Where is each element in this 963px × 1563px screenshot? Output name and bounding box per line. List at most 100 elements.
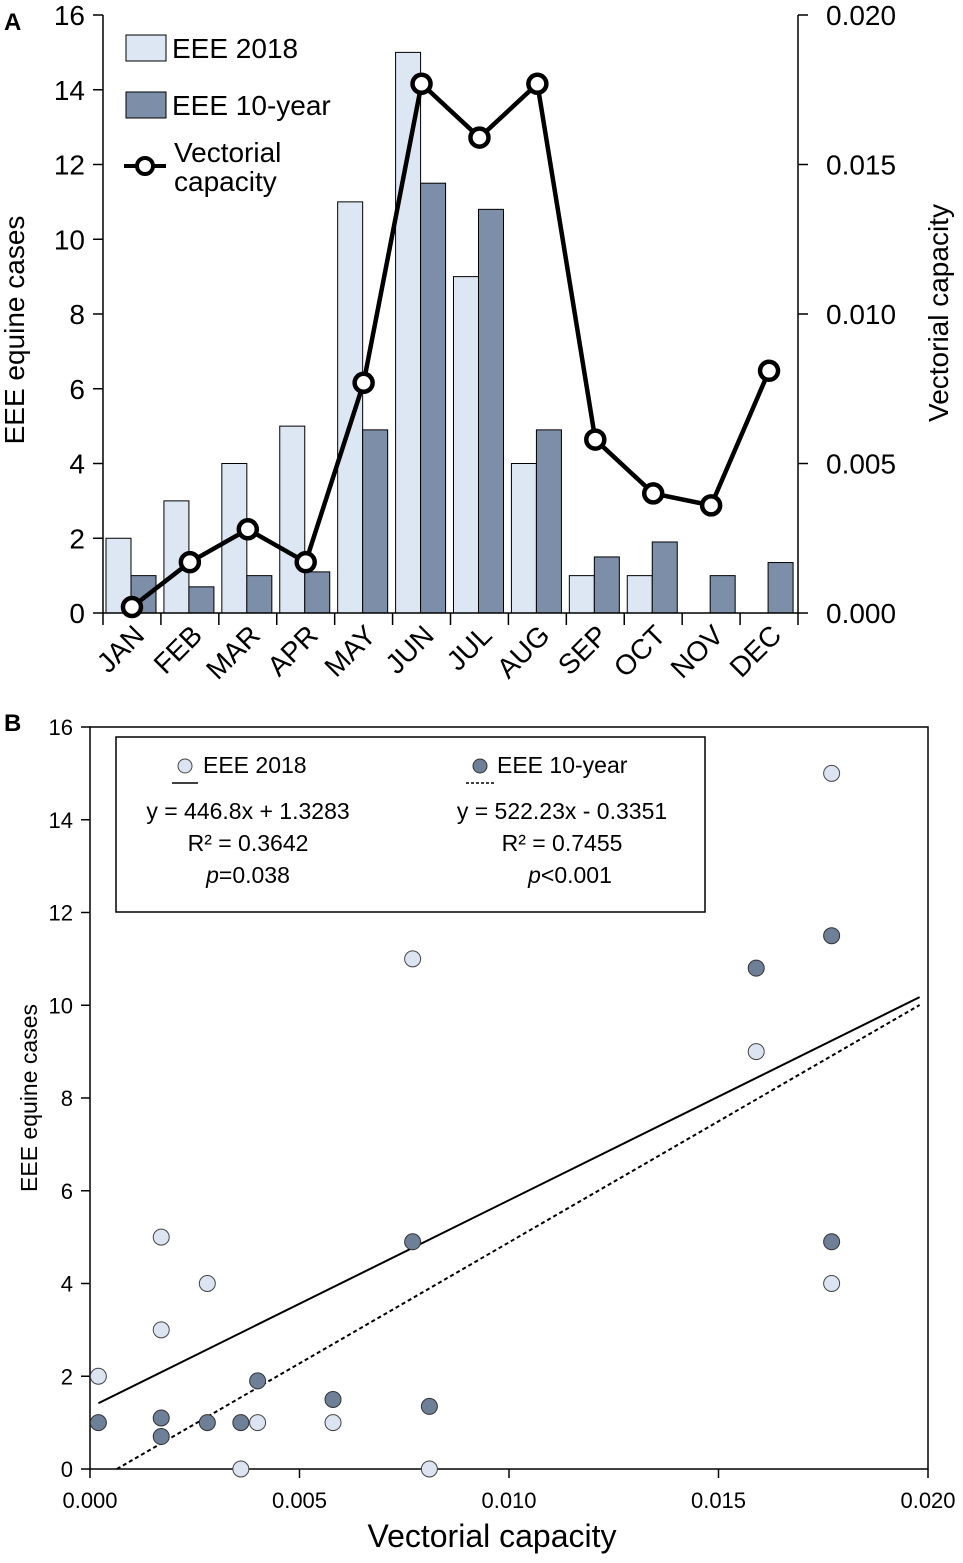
left-y-tick-label: 12: [54, 150, 85, 181]
right-y-tick-label: 0.010: [826, 299, 896, 330]
vectorial-capacity-point-dec: [757, 359, 781, 383]
bar-eee-10-year-jul: [478, 208, 504, 614]
bar-eee-10-year-nov: [709, 575, 736, 614]
point-eee-2018: [420, 1460, 438, 1478]
vectorial-capacity-line: [120, 72, 781, 619]
bar-eee-10-year-jun: [420, 182, 447, 614]
vectorial-capacity-point-jan: [120, 595, 144, 619]
bar-eee-10-year-feb: [188, 586, 215, 614]
x-tick-label-feb: FEB: [148, 619, 208, 679]
left-y-tick-label: 2: [69, 523, 85, 554]
panel-b-label: B: [4, 710, 21, 737]
vectorial-capacity-point-feb: [178, 550, 202, 574]
vectorial-capacity-point-nov: [699, 494, 723, 517]
left-y-tick-label: 10: [54, 224, 85, 255]
point-eee-10-year: [823, 1233, 841, 1251]
legend-swatch-eee-10-year: [125, 91, 167, 119]
x-axis-label: Vectorial capacity: [367, 1518, 616, 1554]
x-tick-label-dec: DEC: [724, 619, 788, 683]
x-tick-label-aug: AUG: [491, 619, 556, 684]
point-eee-2018: [823, 1275, 841, 1292]
point-eee-10-year: [747, 959, 765, 977]
y-tick-label: 12: [49, 901, 73, 926]
x-tick-label-sep: SEP: [552, 619, 614, 681]
bar-eee-2018-jul: [453, 276, 479, 614]
bar-eee-10-year-apr: [304, 571, 331, 614]
bar-eee-10-year-sep: [593, 556, 620, 614]
p-value-eee-10-year: p<0.001: [527, 862, 612, 888]
bar-eee-2018-may: [337, 201, 364, 614]
regression-line-eee-10-year: [116, 1004, 921, 1470]
equation-eee-2018: y = 446.8x + 1.3283: [146, 798, 349, 824]
point-eee-2018: [823, 764, 841, 782]
point-eee-2018: [324, 1414, 342, 1432]
legend-name-eee-2018: EEE 2018: [203, 752, 307, 778]
point-eee-10-year: [420, 1397, 438, 1415]
y-tick-label: 16: [49, 715, 73, 740]
y-tick-label: 6: [61, 1179, 73, 1204]
legend-label-eee-2018: EEE 2018: [172, 33, 298, 64]
bar-eee-10-year-aug: [535, 429, 562, 614]
x-tick-label: 0.005: [272, 1488, 327, 1513]
regression-legend: EEE 2018 y = 446.8x + 1.3283 R² = 0.3642…: [115, 736, 706, 913]
point-eee-2018: [232, 1460, 250, 1478]
x-tick-label-jul: JUL: [441, 619, 498, 676]
bar-eee-2018-jan: [105, 537, 132, 614]
x-tick-label-oct: OCT: [608, 619, 672, 683]
r2-eee-2018: R² = 0.3642: [188, 830, 309, 856]
legend-label-eee-10-year: EEE 10-year: [172, 90, 331, 121]
r2-eee-10-year: R² = 0.7455: [502, 830, 623, 856]
right-y-tick-label: 0.005: [826, 449, 896, 480]
left-y-tick-label: 16: [54, 0, 85, 31]
y-axis-label: EEE equine cases: [0, 216, 30, 445]
x-tick-label-jan: JAN: [91, 619, 150, 678]
legend-label-vectorial-capacity: Vectorial capacity: [174, 137, 281, 197]
x-tick-label: 0.000: [62, 1488, 117, 1513]
bar-eee-10-year-may: [362, 429, 389, 614]
y-tick-label: 10: [49, 993, 73, 1018]
x-tick-label-apr: APR: [261, 619, 324, 682]
y-axis-label: EEE equine cases: [16, 1004, 42, 1192]
right-y-tick-label: 0.000: [826, 598, 896, 629]
point-eee-10-year: [152, 1409, 170, 1427]
left-y-tick-label: 4: [69, 449, 85, 480]
bar-eee-2018-aug: [510, 463, 537, 614]
legend-name-eee-10-year: EEE 10-year: [497, 752, 628, 778]
left-y-tick-label: 0: [69, 598, 85, 629]
point-eee-2018: [404, 950, 422, 968]
vectorial-capacity-point-aug: [526, 72, 549, 96]
y-tick-label: 2: [61, 1364, 73, 1389]
bar-eee-2018-oct: [626, 575, 653, 614]
bar-eee-10-year-mar: [246, 575, 273, 614]
bar-eee-2018-jun: [395, 51, 422, 614]
right-y-tick-label: 0.015: [826, 150, 896, 181]
scatter-points: [89, 764, 841, 1478]
legend-marker-vectorial-capacity: [135, 156, 155, 176]
point-eee-2018: [198, 1275, 216, 1292]
x-tick-label: 0.015: [691, 1488, 746, 1513]
panel-a-label: A: [4, 9, 21, 36]
panel-a: A 0 2 4 6 8 10 12 14 16 0.000 0.005 0.010 0.015 0.020…: [0, 0, 954, 685]
left-y-tick-label: 8: [69, 299, 85, 330]
left-y-tick-label: 6: [69, 374, 85, 405]
point-eee-10-year: [823, 927, 841, 945]
y-tick-label: 0: [61, 1457, 73, 1482]
legend-marker-eee-2018: [177, 758, 193, 774]
regression-lines: [97, 996, 921, 1470]
vectorial-capacity-point-jun: [410, 72, 433, 96]
vectorial-capacity-point-apr: [294, 550, 317, 574]
legend-swatch-eee-2018: [125, 34, 167, 62]
right-y-tick-label: 0.020: [826, 0, 896, 31]
vectorial-capacity-point-oct: [641, 482, 665, 505]
vectorial-capacity-point-jul: [468, 126, 491, 149]
point-eee-10-year: [249, 1372, 267, 1390]
point-eee-2018: [249, 1414, 267, 1432]
x-tick-label: 0.010: [481, 1488, 536, 1513]
x-tick-label-jun: JUN: [379, 619, 439, 679]
legend-marker-eee-10-year: [472, 758, 488, 774]
point-eee-2018: [747, 1043, 765, 1061]
x-tick-label-nov: NOV: [665, 619, 730, 684]
x-tick-label-may: MAY: [319, 619, 383, 683]
vectorial-capacity-point-sep: [584, 428, 607, 451]
